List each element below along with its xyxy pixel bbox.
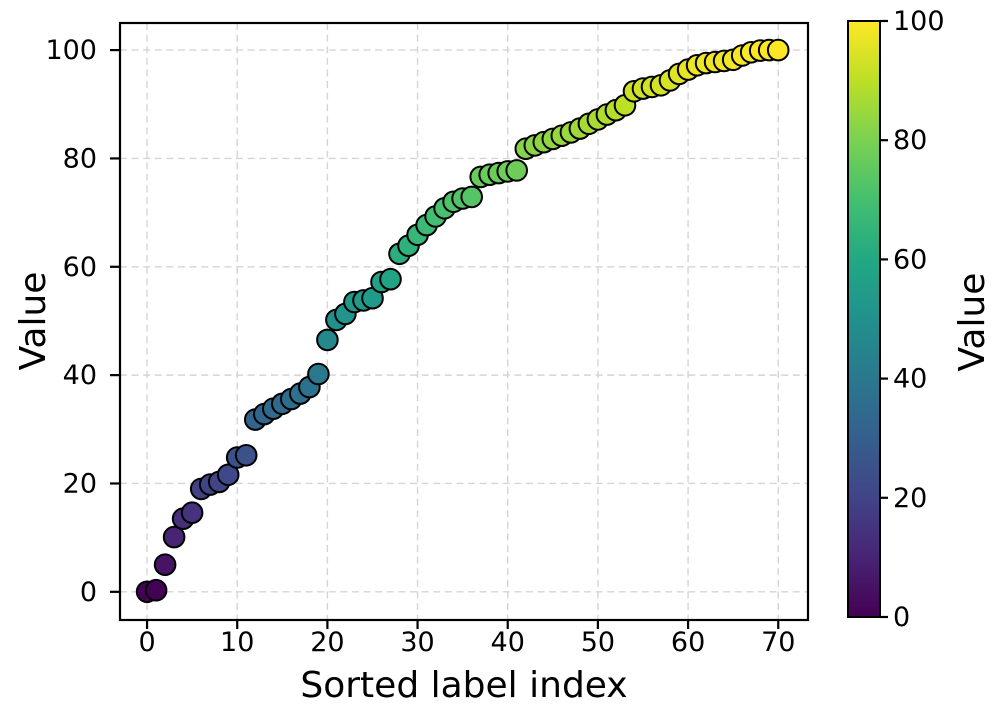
data-point — [153, 553, 177, 577]
y-tick-label: 0 — [80, 577, 97, 608]
colorbar-tick-label: 20 — [893, 483, 927, 514]
data-point — [234, 444, 258, 467]
y-axis-label: Value — [13, 272, 54, 371]
y-tick-label: 40 — [63, 360, 97, 391]
data-point — [505, 159, 529, 182]
data-point — [379, 267, 402, 291]
data-point — [460, 185, 484, 209]
y-tick-label: 20 — [63, 468, 97, 499]
x-tick-label: 20 — [310, 627, 344, 658]
data-point — [766, 38, 790, 62]
data-point — [180, 501, 204, 525]
x-tick-label: 40 — [491, 627, 525, 658]
x-tick-label: 50 — [581, 627, 615, 658]
x-tick-label: 0 — [138, 627, 155, 658]
x-axis-label: Sorted label index — [300, 665, 627, 706]
x-tick-label: 60 — [671, 627, 705, 658]
y-tick-label: 100 — [45, 35, 97, 66]
x-axis-ticks: 0 10 20 30 40 50 60 70 — [138, 620, 795, 658]
y-tick-label: 80 — [63, 143, 97, 174]
data-point — [307, 362, 330, 386]
data-point — [216, 463, 240, 487]
x-tick-label: 70 — [761, 627, 795, 658]
y-tick-label: 60 — [63, 252, 97, 283]
data-point — [144, 578, 168, 602]
x-tick-label: 10 — [220, 627, 254, 658]
colorbar-tick-label: 100 — [893, 6, 945, 37]
scatter-points — [135, 38, 790, 604]
grid-lines — [120, 23, 808, 620]
plot-border — [118, 21, 810, 622]
colorbar-label: Value — [952, 273, 993, 372]
x-tick-label: 30 — [400, 627, 434, 658]
y-axis-ticks: 0 20 40 60 80 100 — [45, 35, 120, 608]
data-point — [316, 328, 339, 352]
colorbar-tick-label: 80 — [893, 125, 927, 156]
colorbar-gradient — [848, 21, 880, 617]
colorbar-tick-label: 60 — [893, 244, 927, 275]
colorbar: 0 20 40 60 80 100 Value — [847, 6, 993, 633]
colorbar-tick-label: 40 — [893, 364, 927, 395]
colorbar-ticks: 0 20 40 60 80 100 — [880, 6, 945, 633]
colorbar-tick-label: 0 — [893, 602, 910, 633]
data-point — [162, 525, 186, 549]
colorbar-frame — [847, 20, 881, 618]
